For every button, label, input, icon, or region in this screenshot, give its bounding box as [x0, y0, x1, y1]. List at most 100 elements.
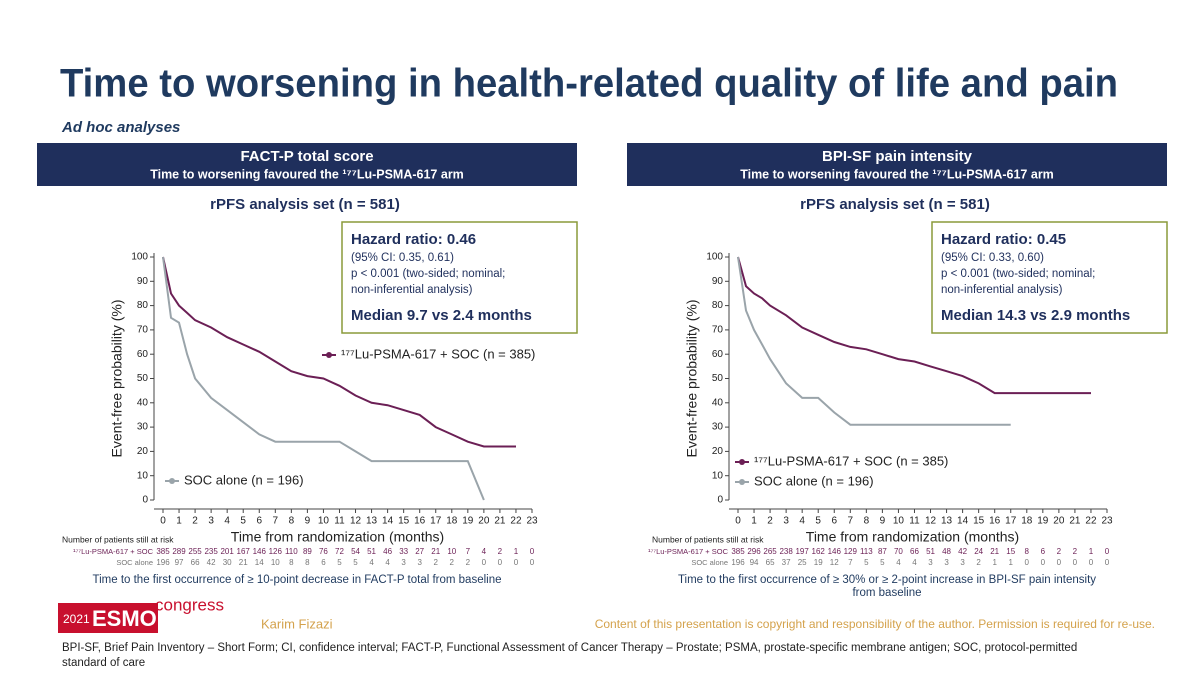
- x-tick-label: 20: [1053, 516, 1065, 527]
- y-axis-label: Event-free probability (%): [109, 300, 125, 458]
- risk-count: 8: [1025, 547, 1030, 556]
- legend-marker: [739, 459, 745, 465]
- survival-curve: [737, 256, 1011, 426]
- x-tick-label: 18: [1021, 516, 1033, 527]
- risk-count: 4: [482, 547, 487, 556]
- slide-title: Time to worsening in health-related qual…: [60, 62, 1118, 106]
- x-tick-label: 13: [941, 516, 953, 527]
- hazard-text: Median 14.3 vs 2.9 months: [941, 307, 1130, 324]
- risk-table-title: Number of patients still at risk: [62, 534, 174, 544]
- x-axis-label: Time from randomization (months): [806, 529, 1019, 545]
- risk-count: 1: [514, 547, 519, 556]
- y-tick-label: 50: [712, 373, 724, 384]
- risk-count: 12: [830, 558, 839, 567]
- risk-count: 7: [466, 547, 471, 556]
- risk-count: 72: [335, 547, 344, 556]
- risk-count: 1: [1089, 547, 1094, 556]
- analysis-set: rPFS analysis set (n = 581): [210, 196, 400, 213]
- risk-row-label: SOC alone: [691, 558, 728, 567]
- risk-count: 48: [942, 547, 951, 556]
- y-tick-label: 20: [712, 446, 724, 457]
- y-tick-label: 50: [137, 373, 149, 384]
- x-tick-label: 8: [864, 516, 870, 527]
- y-tick-label: 90: [137, 276, 149, 287]
- risk-count: 0: [1057, 558, 1062, 567]
- x-tick-label: 7: [848, 516, 854, 527]
- x-tick-label: 9: [880, 516, 886, 527]
- logo-year: 2021: [63, 612, 90, 626]
- x-tick-label: 6: [256, 516, 262, 527]
- legend-marker: [739, 479, 745, 485]
- x-tick-label: 10: [318, 516, 330, 527]
- risk-count: 2: [976, 558, 981, 567]
- hazard-text: (95% CI: 0.33, 0.60): [941, 252, 1044, 264]
- risk-count: 10: [271, 558, 280, 567]
- risk-count: 2: [450, 558, 455, 567]
- risk-count: 76: [319, 547, 328, 556]
- risk-count: 0: [1105, 547, 1110, 556]
- x-tick-label: 0: [735, 516, 741, 527]
- x-tick-label: 18: [446, 516, 458, 527]
- hazard-box: [931, 221, 1168, 334]
- x-axis-label: Time from randomization (months): [231, 529, 444, 545]
- abbreviations: standard of care: [62, 657, 145, 669]
- y-tick-label: 80: [137, 300, 149, 311]
- x-tick-label: 20: [478, 516, 490, 527]
- y-tick-label: 30: [137, 422, 149, 433]
- y-tick-label: 30: [712, 422, 724, 433]
- hazard-text: p < 0.001 (two-sided; nominal;: [351, 268, 505, 280]
- survival-curve: [162, 256, 485, 501]
- panel-subtitle: Time to worsening favoured the ¹⁷⁷Lu-PSM…: [150, 167, 464, 181]
- risk-count: 3: [960, 558, 965, 567]
- x-tick-label: 2: [192, 516, 198, 527]
- risk-count: 0: [1025, 558, 1030, 567]
- risk-count: 2: [466, 558, 471, 567]
- risk-count: 19: [814, 558, 823, 567]
- risk-count: 66: [191, 558, 200, 567]
- legend-label: ¹⁷⁷Lu-PSMA-617 + SOC (n = 385): [341, 346, 535, 361]
- x-tick-label: 22: [510, 516, 522, 527]
- x-tick-label: 21: [1069, 516, 1081, 527]
- risk-row-label: SOC alone: [116, 558, 153, 567]
- logo-box: [58, 603, 158, 633]
- x-tick-label: 14: [382, 516, 394, 527]
- risk-count: 0: [1105, 558, 1110, 567]
- risk-count: 0: [498, 558, 503, 567]
- x-tick-label: 3: [783, 516, 789, 527]
- risk-count: 1: [992, 558, 997, 567]
- risk-count: 27: [415, 547, 424, 556]
- x-tick-label: 14: [957, 516, 969, 527]
- risk-count: 15: [1006, 547, 1015, 556]
- y-tick-label: 90: [712, 276, 724, 287]
- x-tick-label: 2: [767, 516, 773, 527]
- risk-count: 162: [812, 547, 826, 556]
- risk-count: 54: [351, 547, 360, 556]
- risk-count: 0: [1089, 558, 1094, 567]
- y-tick-label: 100: [706, 252, 723, 263]
- x-tick-label: 12: [350, 516, 362, 527]
- x-tick-label: 16: [989, 516, 1001, 527]
- x-tick-label: 21: [494, 516, 506, 527]
- risk-count: 3: [928, 558, 933, 567]
- y-tick-label: 0: [717, 495, 723, 506]
- x-tick-label: 0: [160, 516, 166, 527]
- risk-count: 25: [798, 558, 807, 567]
- risk-count: 235: [204, 547, 218, 556]
- x-tick-label: 22: [1085, 516, 1097, 527]
- risk-count: 110: [285, 547, 298, 556]
- risk-count: 196: [731, 558, 745, 567]
- y-tick-label: 0: [142, 495, 148, 506]
- survival-curve: [162, 256, 516, 448]
- hazard-text: Hazard ratio: 0.46: [351, 231, 476, 248]
- risk-count: 8: [305, 558, 310, 567]
- panel-title: FACT-P total score: [240, 148, 373, 165]
- x-tick-label: 1: [751, 516, 757, 527]
- y-tick-label: 10: [712, 470, 724, 481]
- risk-count: 8: [289, 558, 294, 567]
- x-tick-label: 11: [909, 516, 920, 527]
- risk-count: 21: [990, 547, 999, 556]
- risk-count: 146: [828, 547, 842, 556]
- risk-count: 167: [237, 547, 251, 556]
- risk-count: 51: [367, 547, 376, 556]
- risk-count: 42: [958, 547, 967, 556]
